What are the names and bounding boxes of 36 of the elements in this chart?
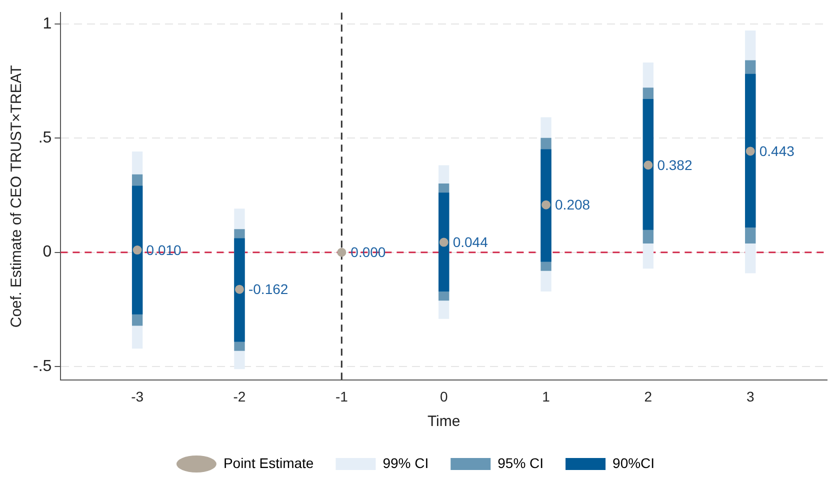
point [234, 284, 244, 294]
bar [438, 192, 450, 292]
y-tick-label: .5 [38, 130, 52, 147]
bar [745, 74, 756, 228]
point [746, 146, 755, 156]
x-tick-label: -1 [335, 388, 348, 404]
x-tick-label: 1 [542, 388, 550, 404]
data-label: 0.443 [759, 143, 795, 160]
data-label: 0.208 [555, 196, 590, 213]
point [132, 246, 142, 255]
legend-label: 99% CI [382, 454, 429, 471]
point [439, 238, 448, 247]
legend-label: 95% CI [498, 454, 544, 471]
point [644, 160, 653, 170]
bar [132, 186, 143, 314]
x-tick-label: 2 [644, 388, 652, 404]
x-tick-label: 0 [440, 388, 448, 404]
y-axis-title: Coef. Estimate of CEO TRUST×TREAT [8, 65, 26, 328]
y-tick-label: -.5 [33, 358, 52, 375]
bar [642, 99, 654, 230]
x-axis-title: Time [427, 413, 460, 430]
legend-label: Point Estimate [223, 454, 314, 471]
y-tick-label: 0 [42, 244, 52, 261]
legend-label: 90%CI [612, 454, 655, 471]
data-label: 0.044 [452, 234, 488, 250]
point [337, 248, 346, 257]
data-label: 0.382 [657, 156, 692, 173]
bar [540, 149, 552, 262]
point [542, 200, 551, 210]
data-label: 0.000 [350, 244, 386, 260]
x-tick-label: 3 [746, 388, 754, 404]
data-label: -0.162 [248, 281, 288, 298]
y-tick-label: 1 [42, 15, 52, 32]
x-tick-label: -2 [233, 388, 246, 404]
x-tick-label: -3 [131, 388, 144, 404]
data-label: 0.010 [146, 242, 182, 258]
